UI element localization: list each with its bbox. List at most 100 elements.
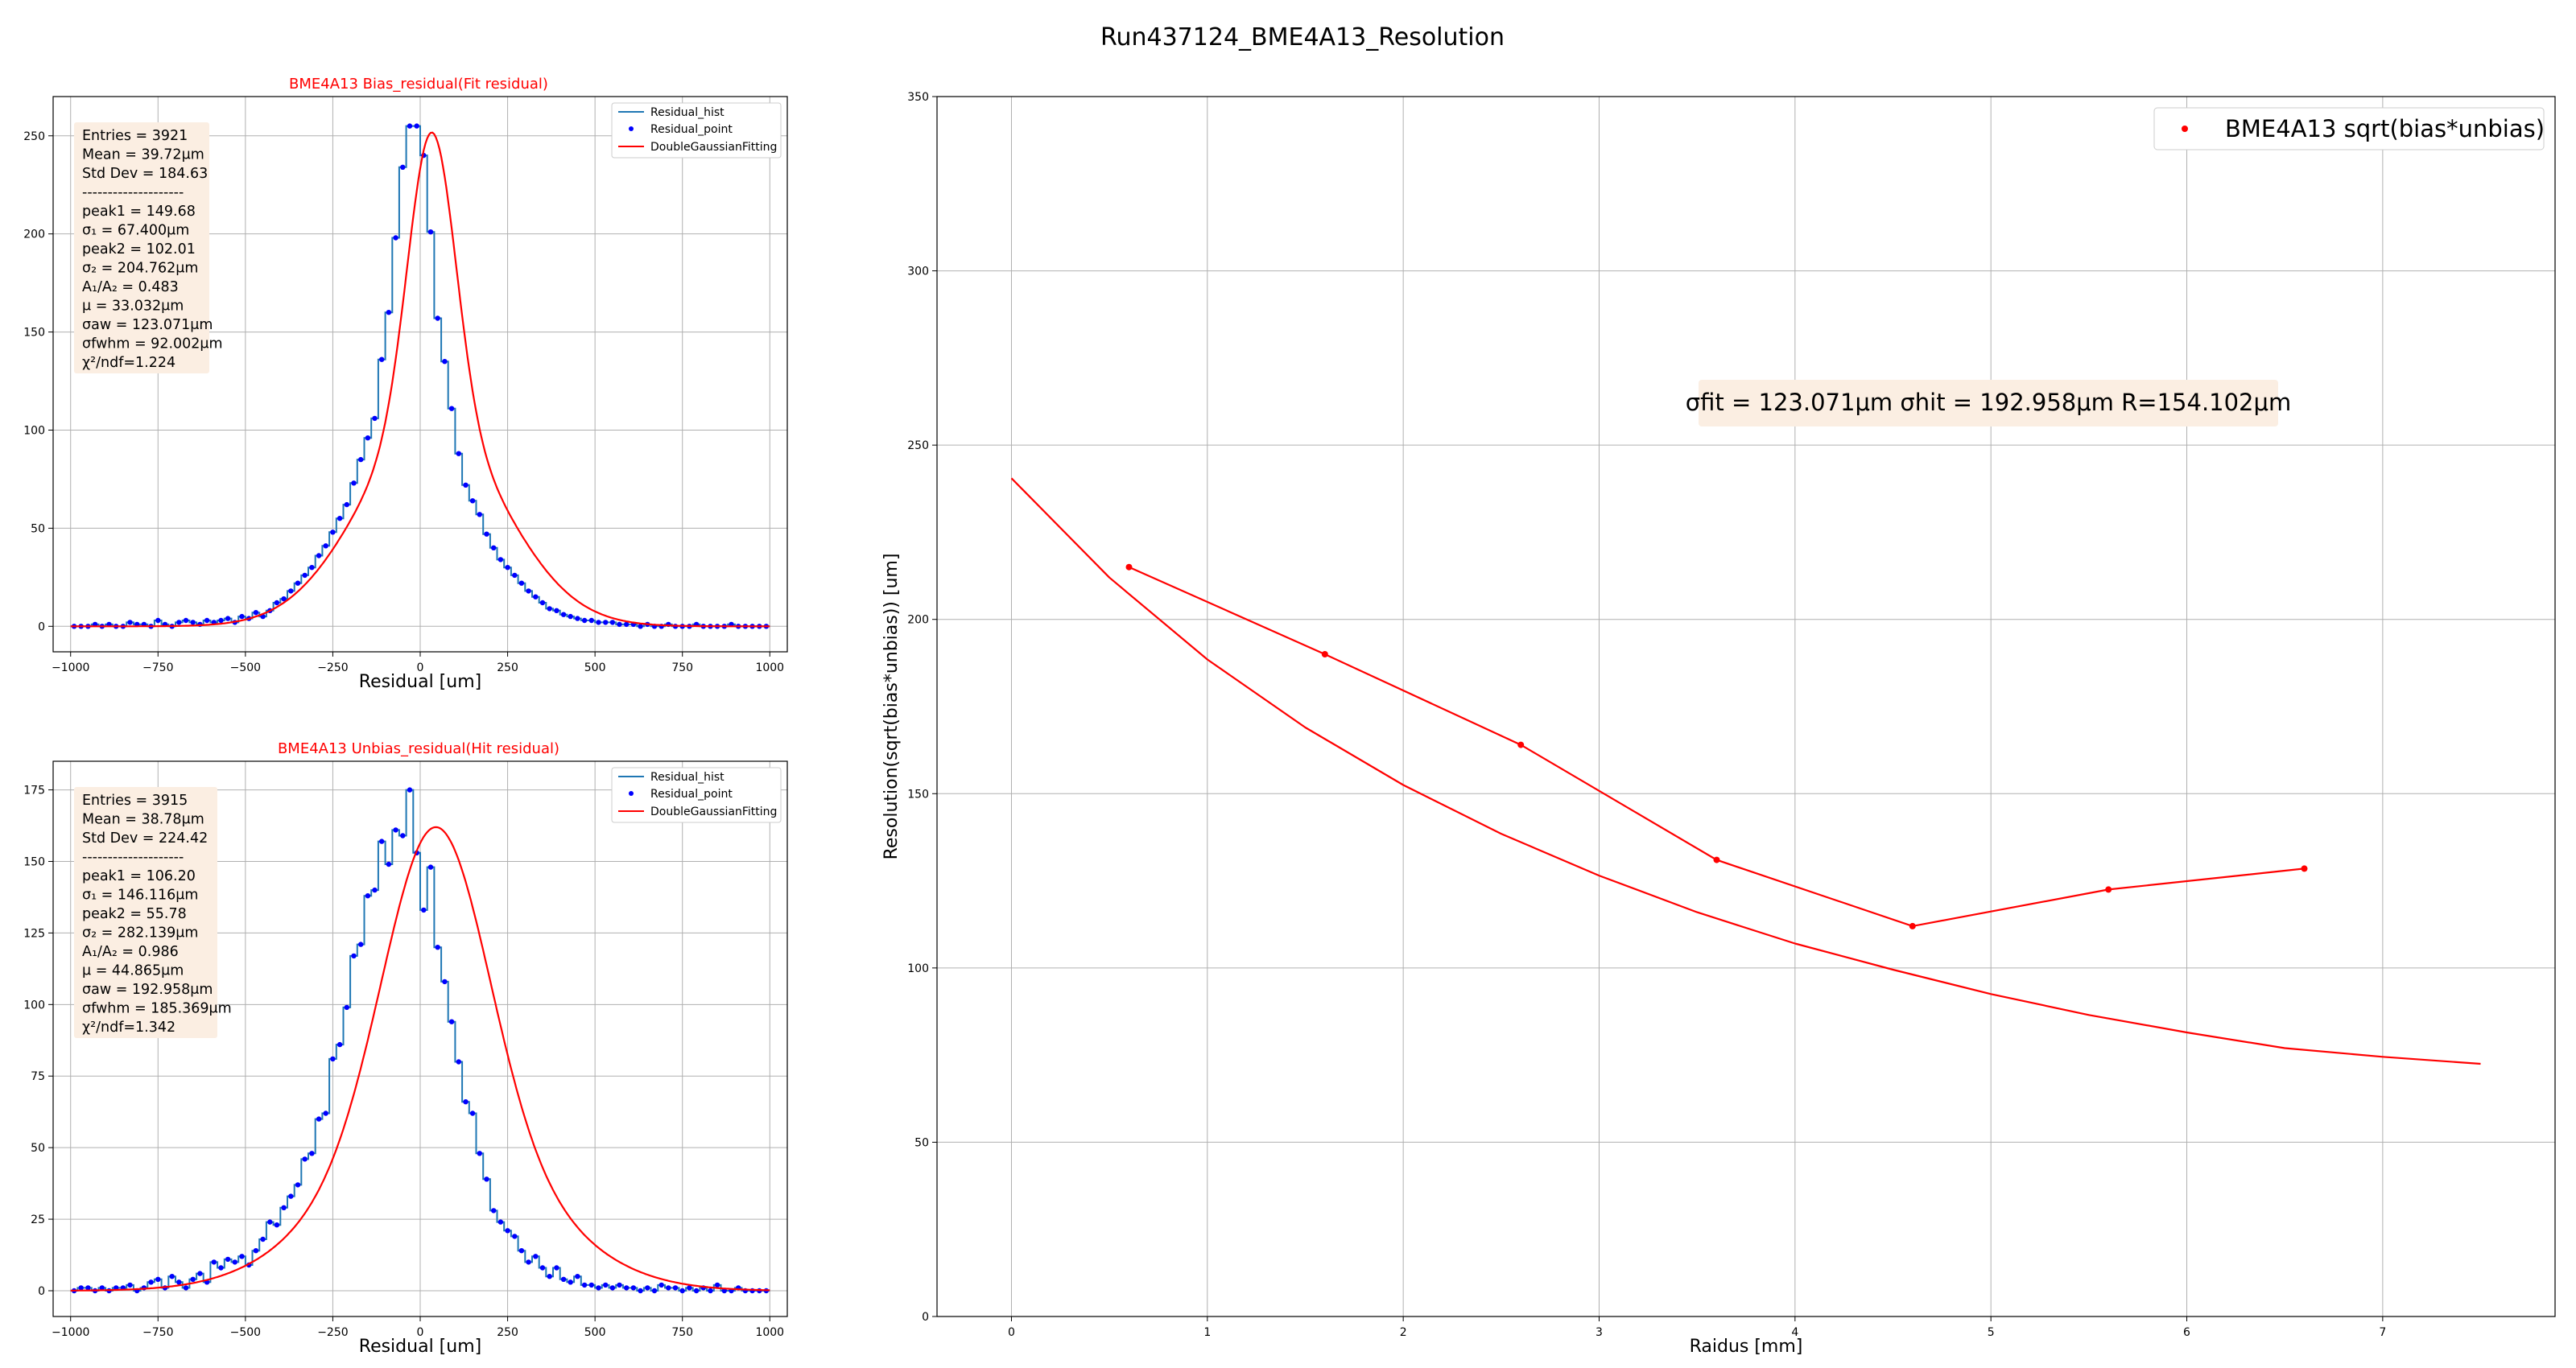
- bias-point: [533, 594, 539, 600]
- unbias-point: [295, 1182, 301, 1188]
- bias-xtick-label: 0: [417, 661, 424, 674]
- resolution-ytick-label: 350: [907, 91, 929, 104]
- bias-xticks: −1000 −750 −500 −250 0 250 500 750 1000: [52, 652, 784, 674]
- unbias-point: [512, 1234, 518, 1239]
- resolution-ytick-label: 250: [907, 439, 929, 452]
- unbias-point: [533, 1254, 539, 1259]
- bias-point: [617, 621, 622, 628]
- unbias-point: [448, 1019, 455, 1024]
- bias-ytick-label: 100: [23, 424, 45, 437]
- bias-point: [407, 123, 413, 129]
- unbias-point: [281, 1205, 287, 1211]
- bias-point: [400, 164, 406, 170]
- bias-ytick-label: 250: [23, 130, 45, 143]
- resolution-point: [1321, 651, 1328, 657]
- unbias-point: [232, 1259, 237, 1265]
- bias-legend-hist-label: Residual_hist: [650, 106, 724, 119]
- resolution-measured-path: [1129, 566, 2305, 928]
- unbias-xtick-label: 750: [671, 1326, 693, 1339]
- bias-point: [581, 617, 588, 624]
- bias-point: [372, 415, 378, 422]
- bias-xtick-label: −750: [142, 661, 173, 674]
- unbias-legend-fit-label: DoubleGaussianFitting: [650, 806, 777, 818]
- resolution-legend-label: BME4A13 sqrt(bias*unbias): [2225, 115, 2545, 142]
- unbias-xtick-label: 250: [497, 1326, 518, 1339]
- resolution-xtick-label: 6: [2183, 1326, 2190, 1339]
- unbias-points: [71, 787, 770, 1294]
- resolution-xtick-label: 4: [1791, 1326, 1798, 1339]
- resolution-annotation: σfit = 123.071μm σhit = 192.958μm R=154.…: [1686, 380, 2291, 426]
- unbias-point: [651, 1288, 658, 1294]
- unbias-point: [435, 945, 440, 950]
- unbias-point: [497, 1219, 504, 1225]
- bias-stat-sigma2: σ₂ = 204.762μm: [82, 261, 198, 277]
- bias-point: [351, 480, 357, 486]
- unbias-point: [386, 861, 392, 867]
- unbias-point: [155, 1276, 161, 1283]
- unbias-point: [127, 1282, 133, 1288]
- bias-stat-separator: --------------------: [82, 185, 184, 201]
- bias-point: [295, 580, 301, 586]
- unbias-stat-sigma1: σ₁ = 146.116μm: [82, 888, 198, 904]
- bias-yticks: 0 50 100 150 200 250: [23, 130, 53, 633]
- unbias-point: [427, 864, 434, 870]
- unbias-point: [365, 893, 371, 899]
- unbias-stat-sigma-fwhm: σfwhm = 185.369μm: [82, 1001, 232, 1017]
- bias-point: [323, 543, 328, 549]
- unbias-point: [400, 833, 406, 839]
- unbias-ytick-label: 25: [31, 1213, 45, 1226]
- bias-stat-peak1: peak1 = 149.68: [82, 204, 196, 220]
- bias-point: [330, 529, 336, 535]
- resolution-xtick-label: 5: [1988, 1326, 1995, 1339]
- bias-residual-panel: BME4A13 Bias_residual(Fit residual) −100…: [23, 76, 788, 692]
- resolution-ytick-label: 50: [914, 1136, 929, 1149]
- bias-point: [505, 565, 510, 571]
- unbias-xtick-label: 1000: [755, 1326, 784, 1339]
- bias-point: [518, 580, 525, 586]
- bias-point: [448, 406, 455, 411]
- unbias-point: [211, 1259, 217, 1265]
- unbias-xtick-label: −250: [317, 1326, 348, 1339]
- unbias-point: [645, 1285, 650, 1291]
- resolution-point: [1517, 741, 1525, 748]
- unbias-ytick-label: 75: [31, 1070, 45, 1083]
- bias-stat-sigma-fwhm: σfwhm = 92.002μm: [82, 336, 223, 352]
- unbias-point: [316, 1116, 322, 1122]
- bias-point: [386, 310, 392, 315]
- unbias-yticks: 0 25 50 75 100 125 150 175: [23, 785, 53, 1298]
- figure-title: Run437124_BME4A13_Resolution: [1100, 23, 1505, 52]
- unbias-point: [679, 1288, 685, 1294]
- bias-point: [469, 498, 476, 504]
- unbias-ytick-label: 175: [23, 785, 45, 797]
- bias-stat-sigma1: σ₁ = 67.400μm: [82, 223, 189, 239]
- unbias-point: [336, 1041, 343, 1048]
- bias-point: [497, 557, 504, 562]
- bias-point: [588, 617, 594, 624]
- resolution-annotation-text: σfit = 123.071μm σhit = 192.958μm R=154.…: [1686, 389, 2291, 416]
- unbias-point: [309, 1151, 315, 1156]
- bias-stats-box: Entries = 3921 Mean = 39.72μm Std Dev = …: [74, 122, 227, 373]
- bias-stat-mean: Mean = 39.72μm: [82, 147, 204, 163]
- bias-point: [414, 123, 419, 129]
- resolution-xtick-label: 3: [1596, 1326, 1603, 1339]
- bias-point: [609, 620, 616, 625]
- bias-point: [463, 482, 469, 488]
- unbias-point: [190, 1276, 196, 1283]
- bias-point: [456, 451, 461, 456]
- bias-stat-entries: Entries = 3921: [82, 128, 188, 144]
- bias-point: [302, 572, 308, 579]
- unbias-stat-peak2: peak2 = 55.78: [82, 906, 187, 922]
- unbias-point: [609, 1285, 616, 1291]
- bias-point: [491, 545, 497, 550]
- unbias-point: [588, 1282, 594, 1288]
- bias-point: [596, 620, 601, 625]
- unbias-point: [658, 1282, 664, 1288]
- bias-point: [568, 613, 573, 620]
- unbias-point: [183, 1285, 189, 1291]
- bias-xtick-label: −500: [230, 661, 261, 674]
- unbias-legend-point-swatch: [629, 791, 634, 796]
- svg-text:Entries = 3921 Mean =: Entries = 3921 Mean = 39.72μm Std Dev = …: [82, 128, 227, 371]
- unbias-point: [344, 1004, 349, 1011]
- resolution-xtick-label: 1: [1203, 1326, 1211, 1339]
- bias-point: [526, 588, 531, 594]
